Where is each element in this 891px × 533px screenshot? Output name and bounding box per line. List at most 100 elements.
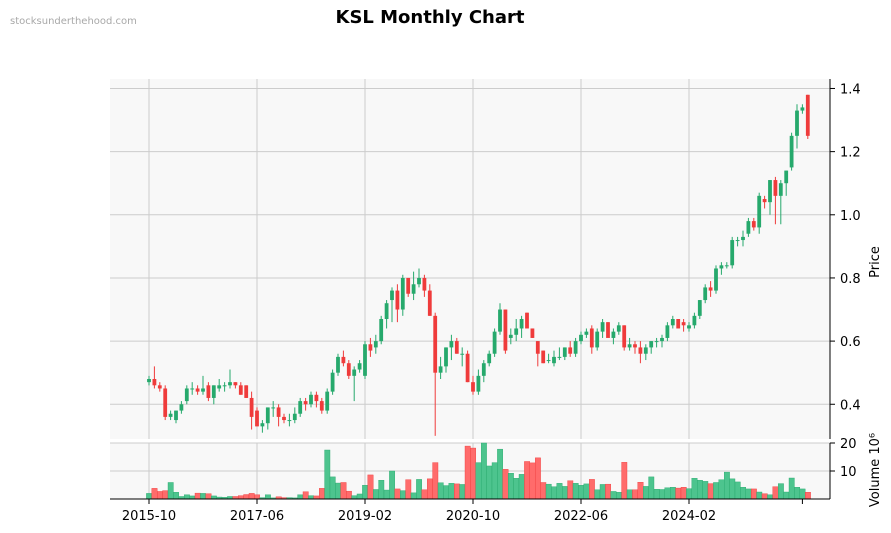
volume-bar [551, 486, 558, 500]
candle-body [276, 407, 281, 417]
candle-body [244, 385, 249, 398]
volume-bar [605, 483, 612, 500]
volume-bar [632, 489, 639, 500]
candle-body [573, 341, 578, 354]
candle-body [444, 347, 448, 367]
volume-bar [205, 493, 212, 500]
candle-body [789, 135, 794, 168]
candle-body [325, 391, 330, 411]
volume-bar [362, 485, 368, 500]
x-tick-label: 2022-06 [554, 509, 608, 524]
candle-body [228, 382, 232, 386]
candle-body [190, 388, 195, 390]
volume-tick-label: 10 [840, 465, 857, 480]
volume-bar [675, 487, 682, 500]
volume-bar [718, 479, 725, 500]
volume-bar [389, 470, 395, 500]
candle-body [616, 325, 621, 332]
volume-bar [562, 486, 568, 500]
volume-bar [707, 483, 714, 500]
volume-bar [535, 457, 541, 500]
volume-bar [545, 483, 552, 500]
volume-bar [513, 478, 520, 500]
volume-bar [594, 489, 601, 500]
volume-bar [713, 482, 720, 500]
volume-bar [805, 492, 811, 500]
candle-body [562, 347, 567, 357]
volume-bar [648, 476, 655, 500]
candle-body [330, 372, 335, 392]
volume-bar [421, 489, 428, 500]
candle-body [665, 325, 670, 338]
volume-bar [173, 492, 179, 500]
candle-body [757, 195, 762, 228]
volume-bar [578, 485, 585, 500]
candle-body [471, 382, 475, 392]
volume-bar [448, 483, 455, 500]
candle-body [487, 353, 492, 364]
volume-bar [454, 483, 460, 500]
volume-bar [243, 494, 250, 500]
volume-bar [751, 488, 757, 500]
price-tick-label: 0.6 [840, 335, 861, 350]
candle-body [530, 328, 535, 338]
volume-bar [151, 488, 158, 500]
volume-bar [416, 479, 422, 500]
candle-body [708, 287, 713, 291]
candle-body [579, 334, 583, 342]
volume-bar [783, 491, 790, 500]
candle-body [357, 363, 362, 370]
candle-body [433, 315, 438, 373]
candle-body [346, 363, 351, 376]
candle-body [427, 290, 432, 316]
candle-body [697, 300, 702, 316]
volume-bar [556, 483, 563, 500]
candle-body [147, 379, 151, 383]
candle-body [174, 410, 178, 421]
candle-body [654, 341, 659, 343]
volume-bar [756, 491, 763, 500]
candle-body [730, 240, 735, 266]
candle-body [206, 385, 211, 398]
volume-bar [340, 482, 347, 500]
candle-body [287, 420, 292, 422]
price-tick-label: 0.4 [840, 398, 861, 413]
candle-body [163, 388, 168, 417]
chart-title: KSL Monthly Chart [335, 7, 525, 28]
volume-bar [378, 480, 385, 500]
candle-body [568, 347, 573, 354]
volume-bar [621, 462, 628, 500]
volume-panel [110, 442, 830, 500]
volume-bar [156, 491, 163, 500]
volume-bar [475, 462, 482, 500]
candle-body [519, 319, 524, 329]
candle-body [514, 328, 519, 335]
candle-body [309, 394, 313, 405]
x-tick-label: 2024-02 [662, 509, 716, 524]
candle-body [319, 401, 324, 411]
candle-body [449, 341, 454, 348]
candle-body [152, 379, 157, 386]
candle-body [643, 347, 648, 354]
candle-body [670, 319, 675, 326]
volume-bar [637, 482, 644, 500]
candle-body [438, 366, 443, 373]
candle-body [260, 423, 265, 427]
candle-body [341, 356, 346, 364]
x-tick-label: 2020-10 [446, 509, 500, 524]
candle-body [676, 319, 681, 329]
volume-bar [491, 462, 498, 500]
volume-bar [529, 462, 536, 500]
x-tick-label: 2015-10 [122, 509, 176, 524]
candle-body [422, 277, 427, 291]
volume-bar [680, 487, 687, 500]
candle-body [201, 388, 205, 392]
candle-body [265, 407, 270, 424]
volume-bar [162, 490, 169, 500]
candle-body [373, 341, 378, 348]
candle-body [584, 331, 589, 335]
x-tick-label: 2017-06 [230, 509, 284, 524]
volume-bar [643, 486, 649, 500]
candle-body [692, 315, 697, 326]
